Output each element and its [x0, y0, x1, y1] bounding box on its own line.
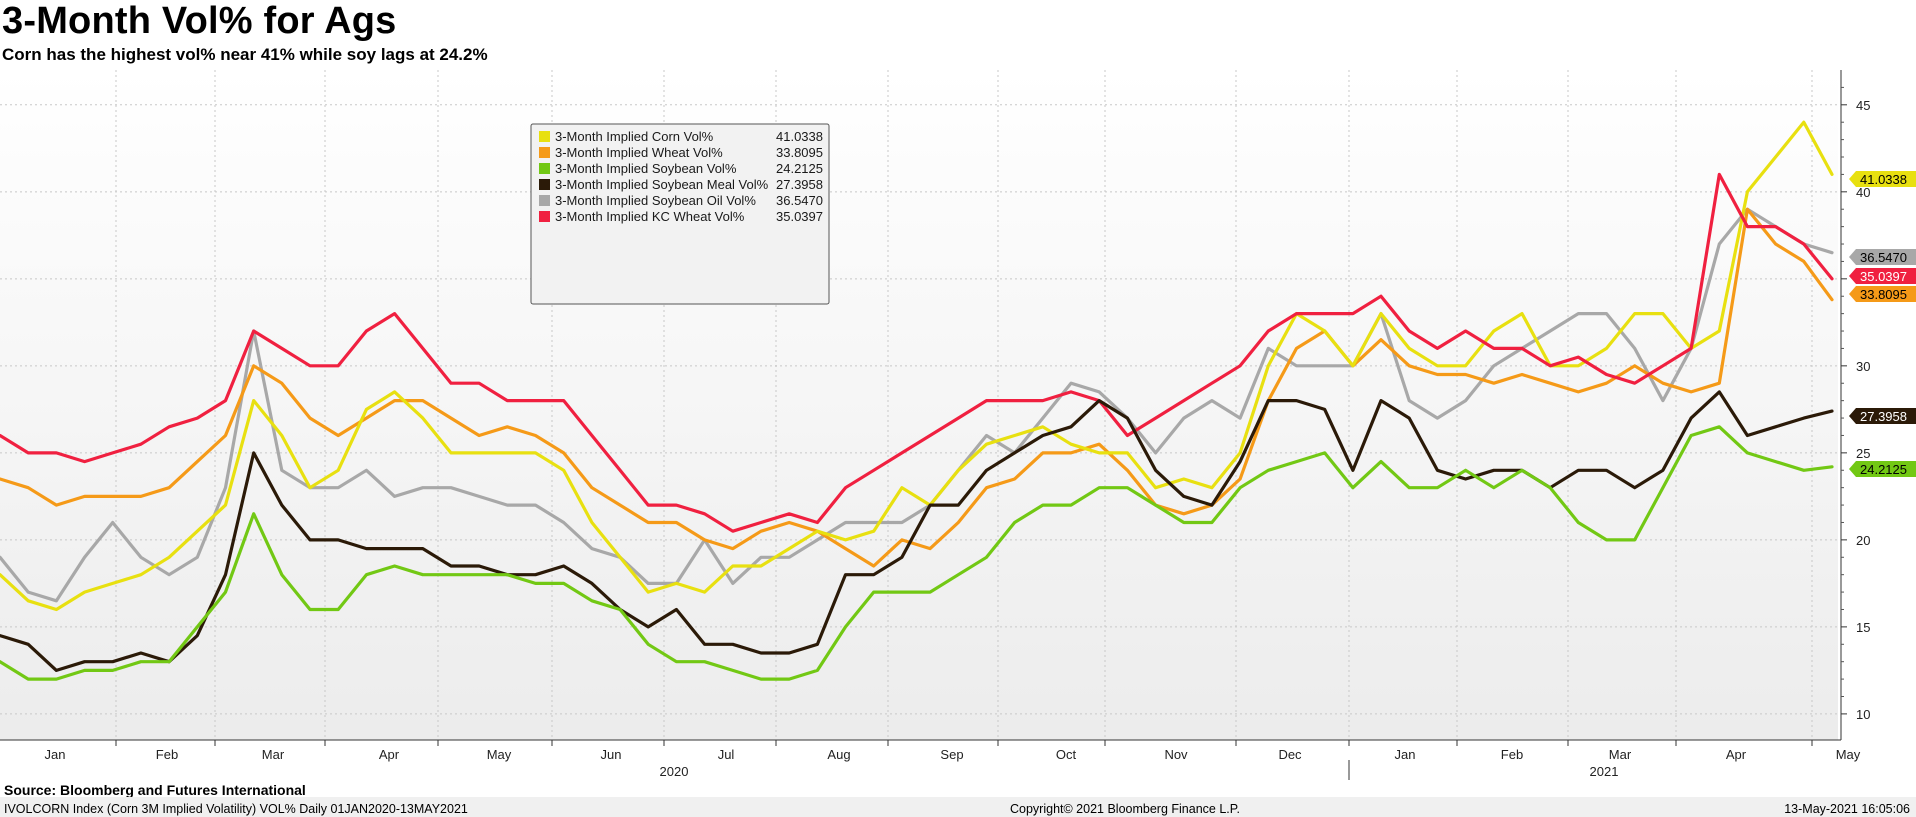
value-tag: 35.0397 [1849, 268, 1916, 284]
x-year-label: 2020 [660, 764, 689, 779]
x-tick-label: Jul [718, 747, 735, 762]
legend: 3-Month Implied Corn Vol% 41.0338 3-Month … [530, 123, 830, 305]
plot-background [0, 70, 1838, 740]
chart-title: 3-Month Vol% for Ags [2, 0, 397, 42]
footer-copyright: Copyright© 2021 Bloomberg Finance L.P. [1010, 802, 1240, 816]
value-tag-label: 36.5470 [1860, 250, 1907, 265]
legend-box [530, 123, 830, 305]
value-tag-label: 24.2125 [1860, 462, 1907, 477]
y-tick-label: 15 [1856, 620, 1870, 635]
x-tick-label: Feb [156, 747, 178, 762]
value-tag-shape [1849, 286, 1916, 302]
chart-subtitle: Corn has the highest vol% near 41% while… [2, 45, 488, 64]
value-tag-label: 35.0397 [1860, 269, 1907, 284]
x-axis: Jan Feb Mar Apr May Jun Jul Aug Sep Oct Nov Dec Jan F… [0, 739, 1916, 782]
legend-series-name: 3-Month Implied Soybean Oil Vol% [555, 193, 756, 208]
x-tick-label: Dec [1278, 747, 1302, 762]
value-tag: 24.2125 [1849, 461, 1916, 477]
x-tick-label: Oct [1056, 747, 1077, 762]
legend-series-name: 3-Month Implied KC Wheat Vol% [555, 209, 745, 224]
legend-series-name: 3-Month Implied Corn Vol% [555, 129, 714, 144]
x-tick-label: Apr [1726, 747, 1747, 762]
value-tag-shape [1849, 171, 1916, 187]
value-tag-label: 27.3958 [1860, 409, 1907, 424]
legend-series-value: 27.3958 [776, 177, 823, 192]
legend-swatch [539, 131, 550, 142]
legend-swatch [539, 179, 550, 190]
y-tick-label: 45 [1856, 98, 1870, 113]
legend-series-value: 33.8095 [776, 145, 823, 160]
value-tag: 33.8095 [1849, 286, 1916, 302]
x-tick-label: Jan [45, 747, 66, 762]
x-tick-label: May [1836, 747, 1861, 762]
footer-timestamp: 13-May-2021 16:05:06 [1784, 802, 1910, 816]
last-value-tags: 41.0338 36.5470 35.0397 33.8095 27.3958 24.21… [1849, 171, 1916, 477]
y-axis: 1015202530354045 [1840, 70, 1870, 740]
value-tag-shape [1849, 268, 1916, 284]
source-note: Source: Bloomberg and Futures Internatio… [4, 782, 306, 798]
value-tag-shape [1849, 249, 1916, 265]
gridlines [0, 70, 1838, 740]
footer-bar [0, 797, 1916, 817]
x-tick-label: Apr [379, 747, 400, 762]
y-tick-label: 40 [1856, 185, 1870, 200]
x-tick-label: Sep [940, 747, 963, 762]
legend-swatch [539, 211, 550, 222]
value-tag-label: 41.0338 [1860, 172, 1907, 187]
y-tick-label: 25 [1856, 446, 1870, 461]
legend-series-value: 35.0397 [776, 209, 823, 224]
series-lines [0, 120, 1834, 681]
series-line [0, 120, 1834, 612]
legend-series-value: 36.5470 [776, 193, 823, 208]
series-line [0, 425, 1834, 681]
legend-swatch [539, 163, 550, 174]
value-tag-label: 33.8095 [1860, 287, 1907, 302]
value-tag-shape [1849, 408, 1916, 424]
legend-series-value: 24.2125 [776, 161, 823, 176]
x-tick-label: Jun [601, 747, 622, 762]
x-axis-background [0, 740, 1916, 782]
x-tick-label: May [487, 747, 512, 762]
x-tick-label: Mar [262, 747, 285, 762]
legend-series-name: 3-Month Implied Soybean Meal Vol% [555, 177, 769, 192]
x-tick-label: Mar [1609, 747, 1632, 762]
series-line [0, 207, 1834, 603]
x-tick-label: Nov [1164, 747, 1188, 762]
value-tag-shape [1849, 461, 1916, 477]
x-year-label: 2021 [1590, 764, 1619, 779]
legend-series-name: 3-Month Implied Wheat Vol% [555, 145, 723, 160]
legend-series-value: 41.0338 [776, 129, 823, 144]
y-tick-label: 10 [1856, 707, 1870, 722]
legend-series-name: 3-Month Implied Soybean Vol% [555, 161, 737, 176]
legend-swatch [539, 195, 550, 206]
x-tick-label: Feb [1501, 747, 1523, 762]
value-tag: 27.3958 [1849, 408, 1916, 424]
line-chart: 1015202530354045 JanFebMarAprMayJunJulAu… [0, 70, 1916, 782]
value-tag: 36.5470 [1849, 249, 1916, 265]
x-tick-label: Aug [827, 747, 850, 762]
series-line [0, 207, 1834, 568]
series-line [0, 172, 1834, 533]
value-tag: 41.0338 [1849, 171, 1916, 187]
y-tick-label: 20 [1856, 533, 1870, 548]
y-tick-label: 30 [1856, 359, 1870, 374]
footer-index-info: IVOLCORN Index (Corn 3M Implied Volatili… [4, 802, 468, 816]
legend-swatch [539, 147, 550, 158]
x-tick-label: Jan [1395, 747, 1416, 762]
